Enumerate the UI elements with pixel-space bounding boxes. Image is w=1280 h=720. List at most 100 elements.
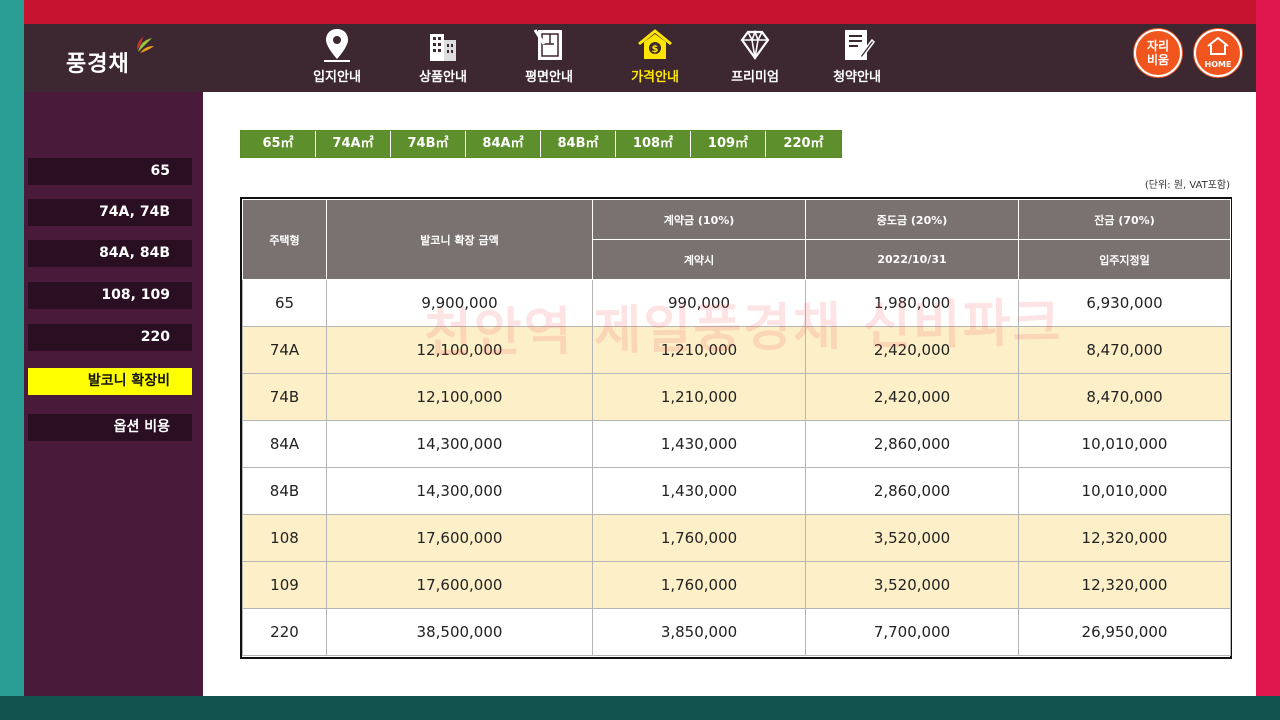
cell-amount: 12,100,000: [326, 373, 593, 421]
seat-away-line2: 비움: [1146, 53, 1170, 67]
table-row: 220 38,500,000 3,850,000 7,700,000 26,95…: [242, 608, 1231, 656]
table-row: 109 17,600,000 1,760,000 3,520,000 12,32…: [242, 561, 1231, 609]
cell-type: 220: [242, 608, 327, 656]
header-balance: 잔금 (70%): [1018, 199, 1231, 240]
seat-away-line1: 자리: [1146, 39, 1170, 53]
nav-floorplan-label: 평면안내: [525, 70, 573, 85]
frame-right: [1256, 0, 1280, 720]
nav-price[interactable]: $ 가격안내: [610, 24, 700, 92]
cell-type: 108: [242, 514, 327, 562]
table-row: 108 17,600,000 1,760,000 3,520,000 12,32…: [242, 514, 1231, 562]
floorplan-icon: [533, 29, 562, 60]
cell-type: 74A: [242, 326, 327, 374]
cell-amount: 14,300,000: [326, 420, 593, 468]
seat-away-button[interactable]: 자리 비움: [1134, 29, 1182, 77]
nav-location[interactable]: 입지안내: [292, 24, 382, 92]
cell-type: 109: [242, 561, 327, 609]
sidebar-item-84[interactable]: 84A, 84B: [28, 240, 192, 267]
header-deposit-sub: 계약시: [592, 239, 806, 280]
cell-deposit: 1,210,000: [592, 373, 806, 421]
house-price-icon: $: [638, 29, 672, 59]
sidebar-item-108-109[interactable]: 108, 109: [28, 282, 192, 309]
cell-amount: 17,600,000: [326, 561, 593, 609]
unit-size-tabs: 65㎡ 74A㎡ 74B㎡ 84A㎡ 84B㎡ 108㎡ 109㎡ 220㎡: [240, 130, 842, 158]
cell-amount: 14,300,000: [326, 467, 593, 515]
cell-middle: 2,420,000: [805, 326, 1019, 374]
sidebar-item-74[interactable]: 74A, 74B: [28, 199, 192, 226]
table-row: 65 9,900,000 990,000 1,980,000 6,930,000: [242, 279, 1231, 327]
header-deposit: 계약금 (10%): [592, 199, 806, 240]
cell-middle: 3,520,000: [805, 561, 1019, 609]
cell-amount: 12,100,000: [326, 326, 593, 374]
cell-middle: 7,700,000: [805, 608, 1019, 656]
home-label: HOME: [1204, 60, 1232, 69]
building-icon: [430, 34, 456, 61]
brand-logo[interactable]: 풍경채: [64, 32, 164, 82]
cell-balance: 8,470,000: [1018, 373, 1231, 421]
cell-balance: 6,930,000: [1018, 279, 1231, 327]
table-row: 74A 12,100,000 1,210,000 2,420,000 8,470…: [242, 326, 1231, 374]
table-row: 74B 12,100,000 1,210,000 2,420,000 8,470…: [242, 373, 1231, 421]
cell-balance: 10,010,000: [1018, 467, 1231, 515]
cell-middle: 2,860,000: [805, 420, 1019, 468]
frame-top: [0, 0, 1280, 24]
tab-84a[interactable]: 84A㎡: [466, 131, 541, 157]
nav-products-label: 상품안내: [419, 70, 467, 85]
cell-middle: 3,520,000: [805, 514, 1019, 562]
document-pen-icon: [845, 30, 875, 60]
leaf-icon: [137, 37, 154, 53]
tab-65[interactable]: 65㎡: [241, 131, 316, 157]
cell-deposit: 1,430,000: [592, 467, 806, 515]
cell-deposit: 990,000: [592, 279, 806, 327]
tab-220[interactable]: 220㎡: [766, 131, 841, 157]
sidebar-item-balcony-cost[interactable]: 발코니 확장비: [28, 368, 192, 395]
cell-balance: 12,320,000: [1018, 561, 1231, 609]
diamond-icon: [740, 29, 770, 60]
nav-premium[interactable]: 프리미엄: [710, 24, 800, 92]
cell-type: 84B: [242, 467, 327, 515]
balcony-price-table: 주택형 발코니 확장 금액 계약금 (10%) 중도금 (20%) 잔금 (70…: [240, 197, 1232, 659]
tab-74b[interactable]: 74B㎡: [391, 131, 466, 157]
frame-left: [0, 0, 24, 720]
cell-amount: 17,600,000: [326, 514, 593, 562]
app-window: 풍경채 입지안내: [24, 24, 1256, 696]
header-balcony-amount: 발코니 확장 금액: [326, 199, 593, 280]
cell-type: 65: [242, 279, 327, 327]
nav-floorplan[interactable]: 평면안내: [504, 24, 594, 92]
frame-bottom: [0, 696, 1280, 720]
cell-middle: 2,420,000: [805, 373, 1019, 421]
header-middle-payment-sub: 2022/10/31: [805, 239, 1019, 280]
nav-premium-label: 프리미엄: [731, 70, 779, 85]
header-middle-payment: 중도금 (20%): [805, 199, 1019, 240]
tab-109[interactable]: 109㎡: [691, 131, 766, 157]
cell-middle: 1,980,000: [805, 279, 1019, 327]
cell-type: 74B: [242, 373, 327, 421]
sidebar-item-220[interactable]: 220: [28, 324, 192, 351]
cell-middle: 2,860,000: [805, 467, 1019, 515]
cell-amount: 38,500,000: [326, 608, 593, 656]
home-button[interactable]: HOME: [1194, 29, 1242, 77]
tab-84b[interactable]: 84B㎡: [541, 131, 616, 157]
svg-text:$: $: [652, 44, 659, 55]
cell-balance: 10,010,000: [1018, 420, 1231, 468]
nav-price-label: 가격안내: [631, 70, 679, 85]
unit-note: (단위: 원, VAT포함): [1144, 180, 1230, 191]
tab-74a[interactable]: 74A㎡: [316, 131, 391, 157]
header-unit-type: 주택형: [242, 199, 327, 280]
nav-products[interactable]: 상품안내: [398, 24, 488, 92]
cell-balance: 26,950,000: [1018, 608, 1231, 656]
sidebar-item-options-cost[interactable]: 옵션 비용: [28, 414, 192, 441]
cell-balance: 8,470,000: [1018, 326, 1231, 374]
tab-108[interactable]: 108㎡: [616, 131, 691, 157]
nav-subscription[interactable]: 청약안내: [812, 24, 902, 92]
cell-deposit: 1,760,000: [592, 514, 806, 562]
sidebar: 65 74A, 74B 84A, 84B 108, 109 220 발코니 확장…: [24, 92, 203, 696]
cell-deposit: 3,850,000: [592, 608, 806, 656]
sidebar-item-65[interactable]: 65: [28, 158, 192, 185]
nav-location-label: 입지안내: [313, 70, 361, 85]
home-icon: [1207, 36, 1229, 55]
map-pin-icon: [324, 29, 350, 62]
logo-text: 풍경채: [66, 51, 130, 77]
cell-amount: 9,900,000: [326, 279, 593, 327]
cell-type: 84A: [242, 420, 327, 468]
